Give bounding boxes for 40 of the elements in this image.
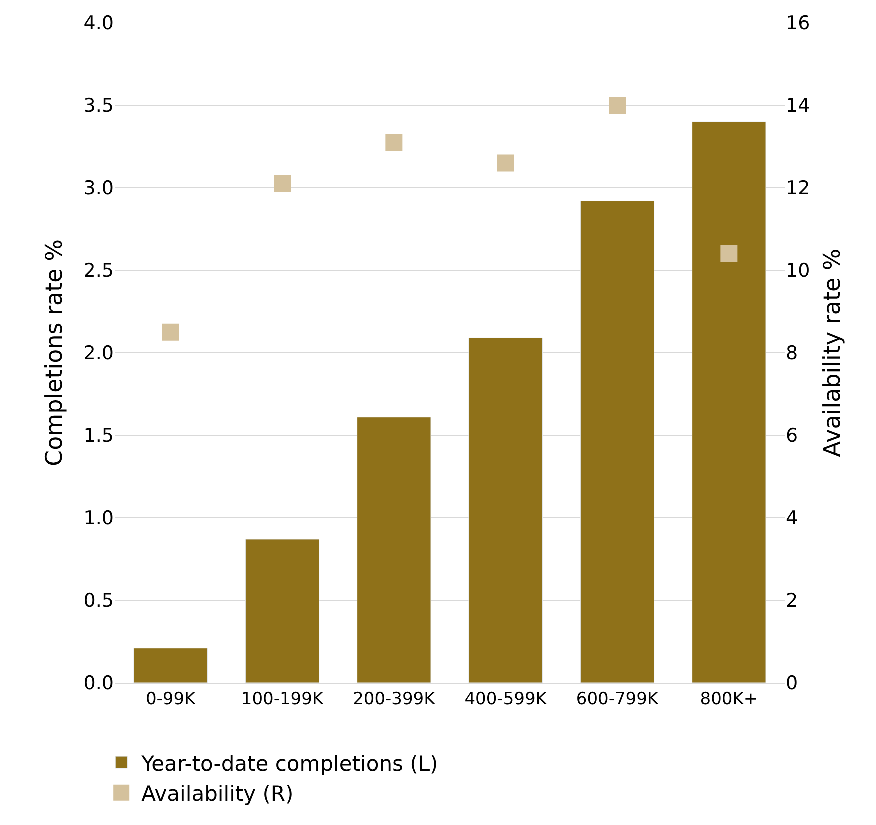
y2-axis-title: Availability rate % — [820, 248, 846, 458]
y2-tick-label: 6 — [786, 425, 798, 448]
y2-tick-label: 8 — [786, 342, 798, 365]
y-tick-label: 0.0 — [84, 672, 114, 695]
x-tick-label: 0-99K — [146, 689, 197, 710]
x-tick-label: 100-199K — [241, 689, 324, 710]
y2-tick-label: 2 — [786, 590, 798, 612]
point — [497, 154, 514, 172]
point — [162, 324, 180, 341]
x-tick-label: 800K+ — [700, 689, 758, 710]
legend-label: Availability (R) — [142, 782, 294, 806]
bar — [580, 200, 655, 683]
y-tick-label: 3.5 — [84, 95, 114, 118]
bar — [357, 417, 432, 683]
y2-tick-label: 16 — [786, 12, 810, 35]
bar — [245, 539, 320, 683]
y2-tick-label: 14 — [786, 95, 810, 118]
point — [386, 134, 403, 152]
y-tick-label: 3.0 — [84, 178, 114, 200]
y-tick-label: 1.5 — [84, 425, 114, 448]
y-tick-label: 2.5 — [84, 260, 114, 282]
point — [274, 175, 291, 192]
y2-tick-label: 10 — [786, 260, 810, 282]
bar — [468, 338, 543, 683]
point — [609, 97, 626, 114]
x-tick-label: 400-599K — [464, 689, 548, 710]
y-tick-label: 4.0 — [84, 12, 114, 35]
y-tick-label: 0.5 — [84, 590, 114, 612]
y-tick-label: 2.0 — [84, 342, 114, 365]
x-tick-label: 200-399K — [353, 689, 436, 710]
bar — [134, 648, 208, 683]
point — [720, 246, 738, 262]
legend-label: Year-to-date completions (L) — [140, 752, 438, 776]
y2-tick-label: 0 — [786, 672, 798, 695]
y-axis-title: Completions rate % — [42, 240, 68, 466]
y2-tick-label: 4 — [786, 508, 798, 530]
y-tick-label: 1.0 — [84, 508, 114, 530]
y2-tick-label: 12 — [786, 178, 810, 200]
bar — [692, 122, 766, 683]
x-tick-label: 600-799K — [576, 689, 660, 710]
